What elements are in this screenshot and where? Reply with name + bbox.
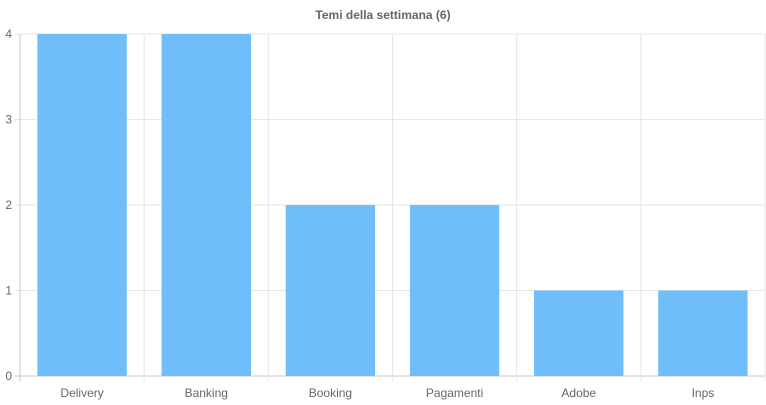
chart-title: Temi della settimana (6) bbox=[315, 8, 451, 22]
x-tick-label: Pagamenti bbox=[426, 386, 483, 400]
y-tick-label: 0 bbox=[5, 369, 12, 383]
bar-booking bbox=[285, 205, 376, 376]
y-tick-label: 4 bbox=[5, 27, 12, 41]
y-tick-label: 1 bbox=[5, 284, 12, 298]
x-tick-label: Adobe bbox=[561, 386, 596, 400]
bar-delivery bbox=[37, 34, 127, 376]
x-tick-label: Inps bbox=[692, 386, 715, 400]
bar-pagamenti bbox=[409, 205, 500, 376]
x-tick-label: Delivery bbox=[60, 386, 103, 400]
bar-banking bbox=[161, 34, 251, 376]
y-tick-label: 3 bbox=[5, 113, 12, 127]
x-tick-label: Banking bbox=[185, 386, 228, 400]
bar-adobe bbox=[534, 290, 624, 376]
y-tick-label: 2 bbox=[5, 198, 12, 212]
bar-inps bbox=[658, 290, 748, 376]
x-tick-label: Booking bbox=[309, 386, 352, 400]
